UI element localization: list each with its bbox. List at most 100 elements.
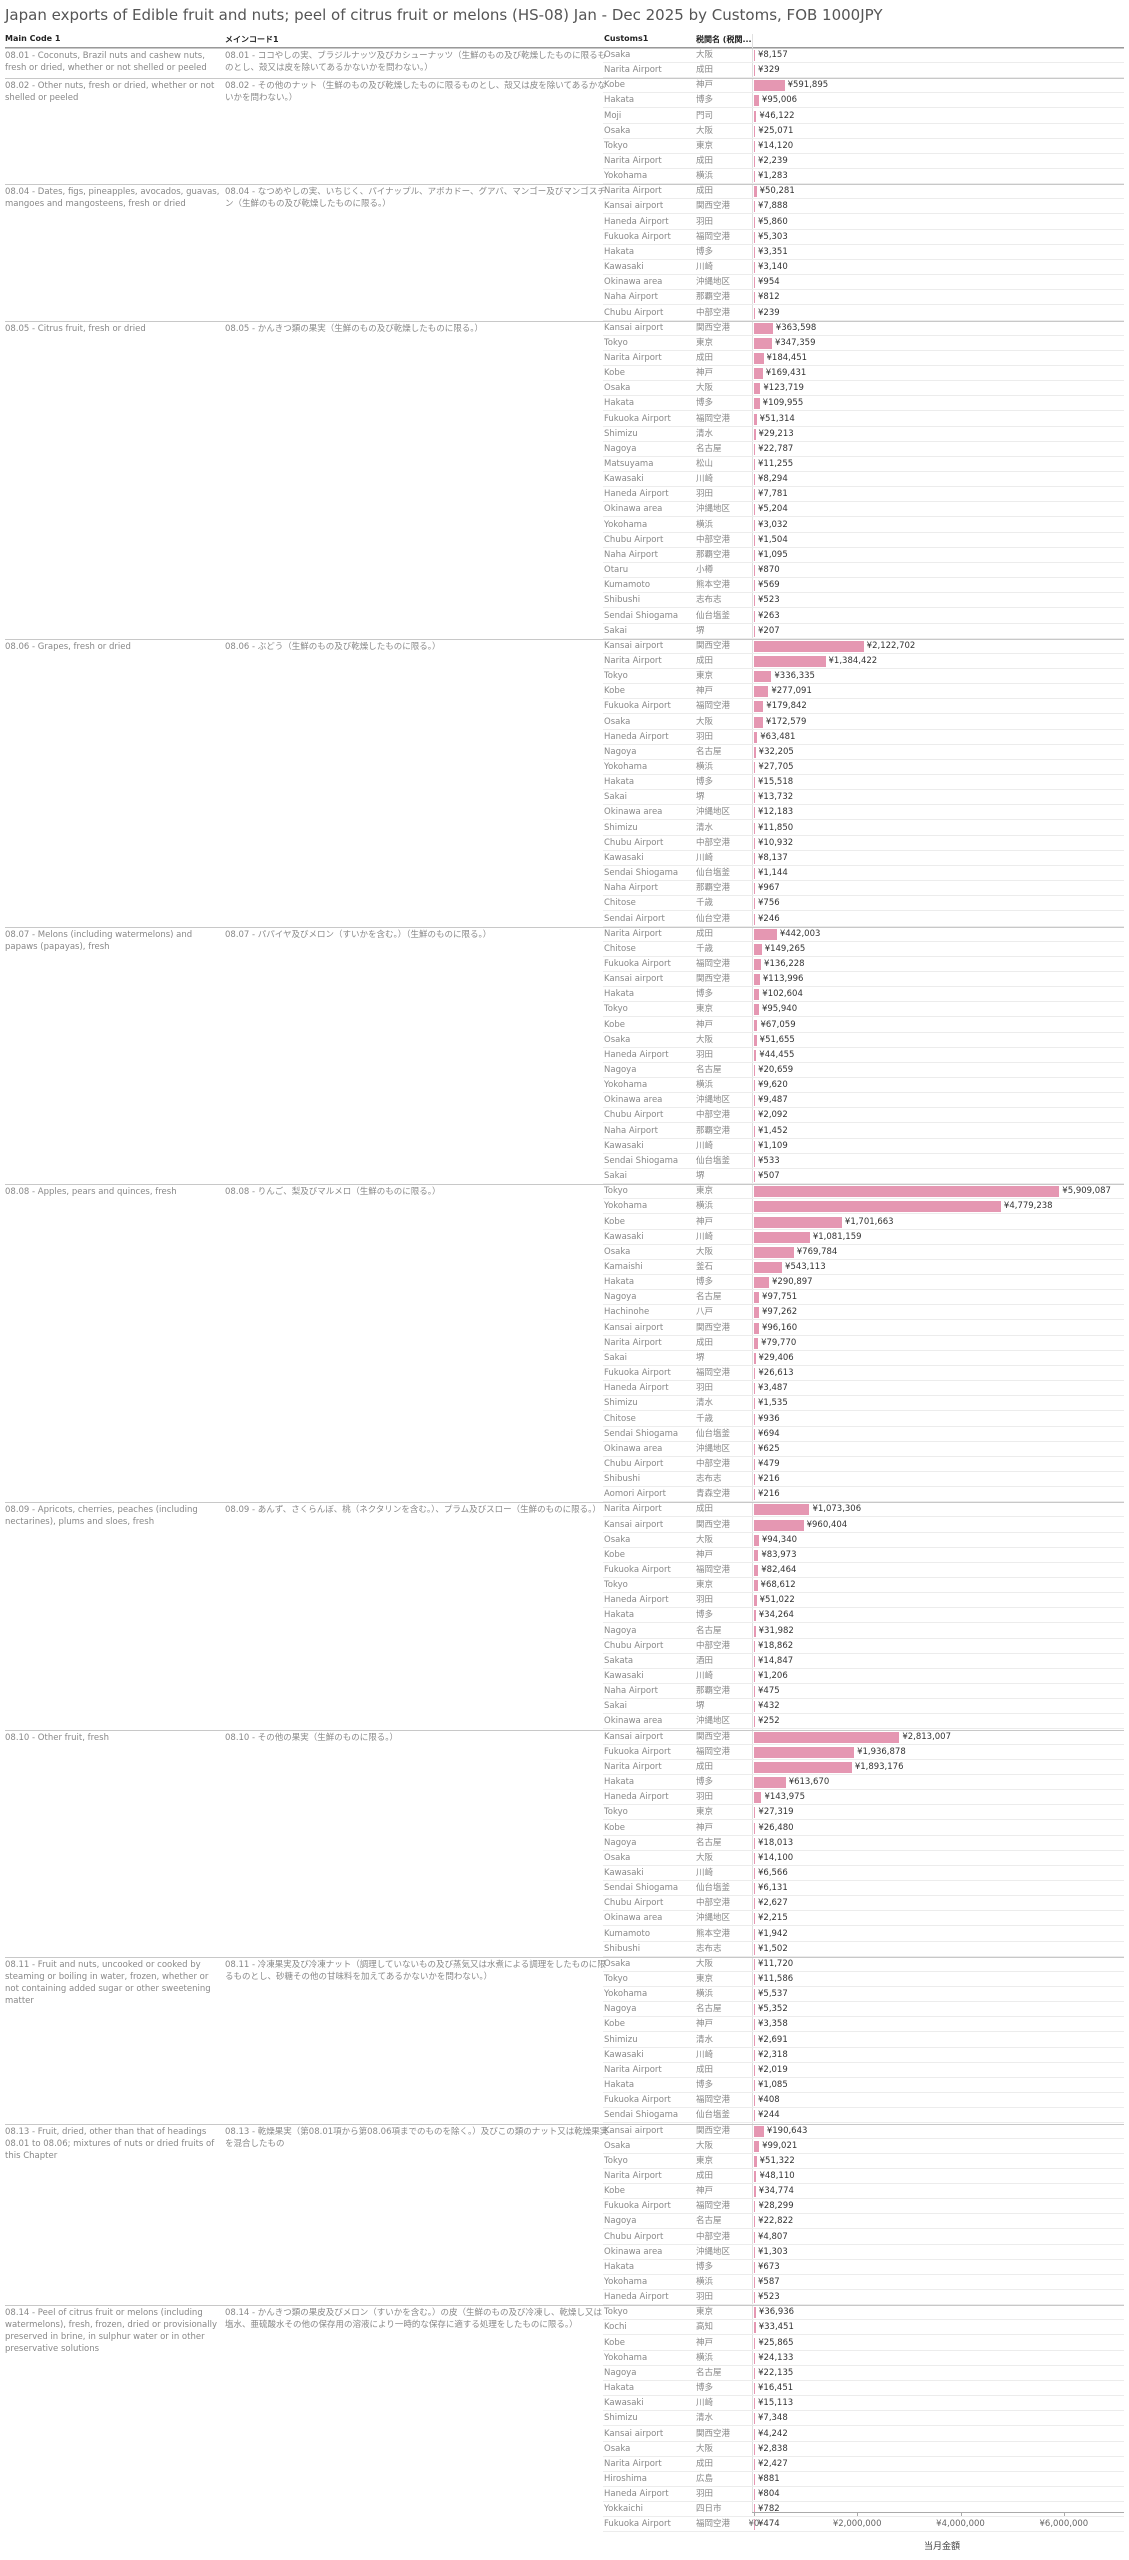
table-row[interactable]: Hakata 博多 ¥34,264 [0,1608,1129,1624]
bar[interactable] [754,1989,755,2001]
table-row[interactable]: Nagoya 名古屋 ¥97,751 [0,1290,1129,1306]
table-row[interactable]: Otaru 小樽 ¥870 [0,563,1129,579]
bar[interactable] [754,1625,756,1637]
bar[interactable] [754,1322,759,1334]
bar[interactable] [754,1867,755,1879]
bar[interactable] [754,1883,755,1895]
table-row[interactable]: Haneda Airport 羽田 ¥51,022 [0,1593,1129,1609]
bar[interactable] [754,2019,755,2031]
table-row[interactable]: Okinawa area 沖縄地区 ¥954 [0,275,1129,291]
table-row[interactable]: Naha Airport 那覇空港 ¥1,095 [0,548,1129,563]
bar[interactable] [754,1019,758,1031]
bar[interactable] [754,1640,755,1652]
bar[interactable] [754,1716,755,1728]
bar[interactable] [754,1928,755,1940]
bar[interactable] [754,1231,810,1243]
bar[interactable] [754,2064,755,2076]
table-row[interactable]: Yokkaichi 四日市 ¥782 [0,2502,1129,2518]
bar[interactable] [754,125,756,137]
bar[interactable] [754,459,755,471]
table-row[interactable]: Tokyo 東京 ¥11,586 [0,1972,1129,1988]
bar[interactable] [754,2095,755,2107]
bar[interactable] [754,807,755,819]
bar[interactable] [754,701,764,713]
table-row[interactable]: Shibushi 志布志 ¥1,502 [0,1942,1129,1957]
bar[interactable] [754,1155,755,1167]
bar[interactable] [754,1761,852,1773]
table-row[interactable]: Kobe 神戸 ¥591,895 [0,78,1129,94]
table-row[interactable]: Chubu Airport 中部空港 ¥1,504 [0,533,1129,548]
table-row[interactable]: Kansai airport 関西空港 ¥4,242 [0,2427,1129,2442]
bar[interactable] [754,1731,900,1743]
table-row[interactable]: Kansai airport 関西空港 ¥960,404 [0,1518,1129,1533]
table-row[interactable]: Haneda Airport 羽田 ¥143,975 [0,1790,1129,1806]
bar[interactable] [754,1004,759,1016]
table-row[interactable]: Sendai Shiogama 仙台塩釜 ¥6,131 [0,1881,1129,1897]
bar[interactable] [754,2140,760,2152]
table-row[interactable]: Kumamoto 熊本空港 ¥1,942 [0,1927,1129,1942]
bar[interactable] [754,1504,810,1516]
bar[interactable] [754,2110,755,2122]
bar[interactable] [754,792,755,804]
bar[interactable] [754,1564,759,1576]
table-row[interactable]: Kansai airport 関西空港 ¥2,813,007 [0,1730,1129,1745]
table-row[interactable]: Haneda Airport 羽田 ¥804 [0,2487,1129,2503]
bar[interactable] [754,201,755,213]
table-row[interactable]: Shimizu 清水 ¥1,535 [0,1396,1129,1412]
table-row[interactable]: Yokohama 横浜 ¥4,779,238 [0,1199,1129,1215]
table-row[interactable]: Kansai airport 関西空港 ¥190,643 [0,2124,1129,2139]
table-row[interactable]: Haneda Airport 羽田 ¥5,860 [0,215,1129,230]
bar[interactable] [754,1610,756,1622]
bar[interactable] [754,777,755,789]
table-row[interactable]: Kobe 神戸 ¥1,701,663 [0,1215,1129,1230]
bar[interactable] [754,2277,755,2289]
bar[interactable] [754,2155,757,2167]
table-row[interactable]: Osaka 大阪 ¥2,838 [0,2442,1129,2457]
bar[interactable] [754,398,760,410]
bar[interactable] [754,156,755,168]
bar[interactable] [754,292,755,304]
table-row[interactable]: Yokohama 横浜 ¥3,032 [0,518,1129,533]
table-row[interactable]: Fukuoka Airport 福岡空港 ¥28,299 [0,2199,1129,2215]
header-main-code[interactable]: Main Code 1 [5,34,61,43]
table-row[interactable]: Kawasaki 川崎 ¥3,140 [0,260,1129,276]
table-row[interactable]: Kobe 神戸 ¥25,865 [0,2336,1129,2351]
table-row[interactable]: Nagoya 名古屋 ¥20,659 [0,1063,1129,1079]
table-row[interactable]: Narita Airport 成田 ¥1,893,176 [0,1760,1129,1775]
bar[interactable] [754,1580,758,1592]
bar[interactable] [754,1065,756,1077]
bar[interactable] [754,640,864,652]
bar[interactable] [754,95,759,107]
table-row[interactable]: Naha Airport 那覇空港 ¥1,452 [0,1124,1129,1139]
table-row[interactable]: Kawasaki 川崎 ¥6,566 [0,1866,1129,1881]
bar[interactable] [754,1913,755,1925]
bar[interactable] [754,1549,759,1561]
table-row[interactable]: Kawasaki 川崎 ¥1,081,159 [0,1230,1129,1245]
table-row[interactable]: Haneda Airport 羽田 ¥3,487 [0,1381,1129,1397]
table-row[interactable]: Osaka 大阪 ¥14,100 [0,1851,1129,1866]
table-row[interactable]: Shimizu 清水 ¥7,348 [0,2411,1129,2427]
table-row[interactable]: Shibushi 志布志 ¥523 [0,593,1129,609]
table-row[interactable]: Shimizu 清水 ¥2,691 [0,2033,1129,2048]
table-row[interactable]: Sakai 堺 ¥207 [0,624,1129,639]
table-row[interactable]: Osaka 大阪 ¥25,071 [0,124,1129,139]
table-row[interactable]: Nagoya 名古屋 ¥31,982 [0,1624,1129,1639]
bar[interactable] [754,171,755,183]
table-row[interactable]: Okinawa area 沖縄地区 ¥252 [0,1714,1129,1730]
bar[interactable] [754,1216,842,1228]
bar[interactable] [754,534,755,546]
bar[interactable] [754,1458,755,1470]
table-row[interactable]: Aomori Airport 青森空港 ¥216 [0,1487,1129,1503]
bar[interactable] [754,1534,759,1546]
table-row[interactable]: Yokohama 横浜 ¥9,620 [0,1078,1129,1094]
bar[interactable] [754,443,756,455]
table-row[interactable]: Narita Airport 成田 ¥184,451 [0,351,1129,366]
bar[interactable] [754,625,755,637]
bar[interactable] [754,2246,755,2258]
bar[interactable] [754,307,755,319]
table-row[interactable]: Nagoya 名古屋 ¥22,822 [0,2214,1129,2230]
table-row[interactable]: Hiroshima 広島 ¥881 [0,2472,1129,2487]
bar[interactable] [754,746,756,758]
bar[interactable] [754,1352,756,1364]
table-row[interactable]: Hakata 博多 ¥95,006 [0,93,1129,109]
